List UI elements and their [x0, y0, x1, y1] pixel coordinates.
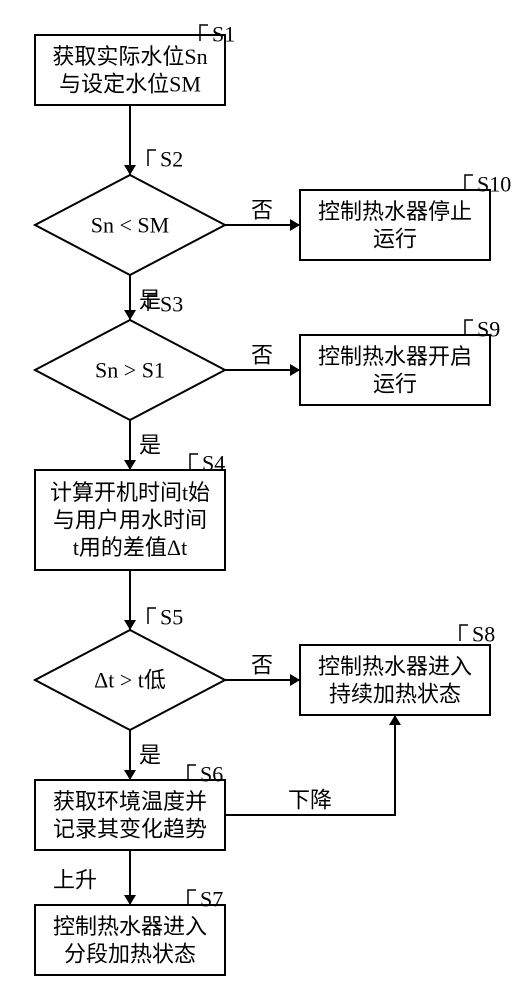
- node-s9: 控制热水器开启运行: [300, 335, 490, 405]
- step-bracket-icon: [148, 608, 156, 624]
- node-text: 控制热水器开启: [318, 344, 472, 369]
- arrowhead-icon: [124, 310, 136, 320]
- step-label-s8: S8: [472, 622, 495, 647]
- arrowhead-icon: [290, 364, 300, 376]
- arrowhead-icon: [389, 715, 401, 725]
- step-label-s5: S5: [160, 605, 183, 630]
- node-text: t用的差值Δt: [73, 535, 187, 560]
- edge-label: 是: [139, 433, 161, 458]
- step-label-s4: S4: [202, 451, 225, 476]
- step-label-s2: S2: [160, 147, 183, 172]
- step-label-s10: S10: [477, 172, 511, 197]
- node-text: 控制热水器进入: [318, 654, 472, 679]
- arrowhead-icon: [290, 674, 300, 686]
- edge-label: 否: [251, 198, 273, 223]
- node-text: 获取环境温度并: [53, 789, 207, 814]
- node-s7: 控制热水器进入分段加热状态: [35, 905, 225, 975]
- arrowhead-icon: [290, 219, 300, 231]
- node-s8: 控制热水器进入持续加热状态: [300, 645, 490, 715]
- step-bracket-icon: [465, 175, 473, 191]
- node-text: 计算开机时间t始: [50, 480, 210, 505]
- node-text: 记录其变化趋势: [53, 816, 207, 841]
- edge-label: 下降: [288, 788, 332, 813]
- node-text: 运行: [373, 226, 417, 251]
- step-label-s7: S7: [200, 887, 223, 912]
- node-s1: 获取实际水位Sn与设定水位SM: [35, 35, 225, 105]
- arrowhead-icon: [124, 165, 136, 175]
- node-text: 与用户用水时间: [53, 508, 207, 533]
- arrowhead-icon: [124, 460, 136, 470]
- step-bracket-icon: [148, 150, 156, 166]
- flowchart: 否是否是否是下降上升获取实际水位Sn与设定水位SMSn < SM控制热水器停止运…: [0, 0, 514, 1000]
- node-s5: Δt > t低: [35, 630, 225, 730]
- step-bracket-icon: [188, 890, 196, 906]
- node-s6: 获取环境温度并记录其变化趋势: [35, 780, 225, 850]
- node-text: 控制热水器停止: [318, 199, 472, 224]
- node-text: 持续加热状态: [329, 681, 461, 706]
- node-text: 运行: [373, 371, 417, 396]
- step-bracket-icon: [465, 320, 473, 336]
- node-text: 获取实际水位Sn: [52, 44, 207, 69]
- node-text: 控制热水器进入: [53, 914, 207, 939]
- edge-label: 是: [139, 743, 161, 768]
- step-label-s6: S6: [200, 762, 223, 787]
- edge-label: 否: [251, 653, 273, 678]
- arrowhead-icon: [124, 895, 136, 905]
- node-text: 分段加热状态: [64, 941, 196, 966]
- arrowhead-icon: [124, 770, 136, 780]
- step-bracket-icon: [188, 765, 196, 781]
- node-s10: 控制热水器停止运行: [300, 190, 490, 260]
- node-text: 与设定水位SM: [59, 71, 201, 96]
- node-text: Sn < SM: [91, 213, 169, 238]
- edge-label: 是: [139, 288, 161, 313]
- step-label-s3: S3: [160, 292, 183, 317]
- step-label-s9: S9: [477, 317, 500, 342]
- node-s2: Sn < SM: [35, 175, 225, 275]
- step-label-s1: S1: [212, 22, 235, 47]
- node-text: Δt > t低: [94, 668, 166, 693]
- step-bracket-icon: [190, 454, 198, 470]
- arrowhead-icon: [124, 620, 136, 630]
- node-s4: 计算开机时间t始与用户用水时间t用的差值Δt: [35, 470, 225, 570]
- edge-label: 上升: [53, 868, 97, 893]
- edge-label: 否: [251, 343, 273, 368]
- node-s3: Sn > S1: [35, 320, 225, 420]
- step-bracket-icon: [460, 625, 468, 641]
- node-text: Sn > S1: [95, 358, 165, 383]
